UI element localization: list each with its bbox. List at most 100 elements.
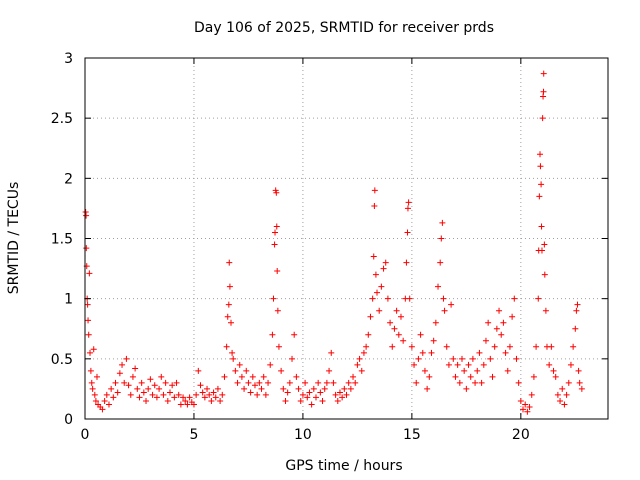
- data-point: [489, 373, 496, 380]
- data-point: [224, 313, 231, 320]
- data-point: [151, 382, 158, 389]
- data-point: [354, 361, 361, 368]
- data-point: [138, 379, 145, 386]
- data-point: [295, 385, 302, 392]
- data-point: [572, 325, 579, 332]
- data-point: [485, 319, 492, 326]
- data-point: [217, 397, 224, 404]
- data-point: [147, 376, 154, 383]
- data-point: [156, 385, 163, 392]
- data-point: [541, 241, 548, 248]
- data-point: [430, 337, 437, 344]
- data-point: [258, 385, 265, 392]
- data-point: [310, 385, 317, 392]
- data-point: [280, 385, 287, 392]
- data-point: [317, 389, 324, 396]
- x-tick-label: 20: [512, 427, 530, 443]
- data-point: [432, 319, 439, 326]
- data-point: [162, 379, 169, 386]
- data-point: [103, 391, 110, 398]
- data-point: [393, 307, 400, 314]
- data-point: [395, 331, 402, 338]
- data-point: [223, 343, 230, 350]
- data-point: [465, 361, 472, 368]
- data-point: [445, 361, 452, 368]
- data-point: [542, 307, 549, 314]
- data-point: [199, 389, 206, 396]
- data-point: [347, 385, 354, 392]
- data-point: [125, 382, 132, 389]
- y-tick-label: 3: [64, 51, 73, 67]
- data-point: [238, 373, 245, 380]
- data-point: [372, 271, 379, 278]
- data-point: [541, 271, 548, 278]
- data-point: [511, 295, 518, 302]
- data-point: [517, 397, 524, 404]
- data-point: [458, 355, 465, 362]
- data-point: [197, 382, 204, 389]
- data-point: [84, 301, 91, 308]
- data-point: [241, 385, 248, 392]
- data-point: [308, 401, 315, 408]
- data-point: [561, 401, 568, 408]
- data-point: [397, 313, 404, 320]
- data-point: [182, 397, 189, 404]
- data-point: [101, 397, 108, 404]
- data-point: [552, 373, 559, 380]
- data-point: [575, 367, 582, 374]
- data-point: [208, 397, 215, 404]
- data-point: [249, 373, 256, 380]
- data-point: [273, 189, 280, 196]
- data-point: [123, 355, 130, 362]
- data-point: [478, 379, 485, 386]
- data-point: [502, 349, 509, 356]
- data-point: [487, 355, 494, 362]
- data-point: [350, 373, 357, 380]
- data-point: [413, 379, 420, 386]
- data-point: [380, 265, 387, 272]
- data-point: [91, 391, 98, 398]
- data-point: [110, 394, 117, 401]
- data-point: [267, 361, 274, 368]
- data-point: [260, 373, 267, 380]
- data-point: [538, 223, 545, 230]
- data-point: [482, 337, 489, 344]
- data-point: [177, 401, 184, 408]
- data-point: [206, 391, 213, 398]
- data-point: [87, 367, 94, 374]
- data-point: [363, 343, 370, 350]
- data-point: [186, 394, 193, 401]
- data-point: [406, 295, 413, 302]
- data-point: [304, 394, 311, 401]
- data-point: [526, 403, 533, 410]
- x-tick-label: 15: [403, 427, 421, 443]
- x-axis-label: GPS time / hours: [285, 458, 402, 474]
- data-point: [92, 397, 99, 404]
- data-point: [204, 385, 211, 392]
- data-point: [256, 379, 263, 386]
- data-point: [326, 367, 333, 374]
- data-point: [171, 394, 178, 401]
- data-point: [452, 373, 459, 380]
- data-point: [247, 389, 254, 396]
- data-point: [376, 307, 383, 314]
- y-tick-label: 0: [64, 412, 73, 428]
- data-point: [243, 367, 250, 374]
- data-point: [557, 397, 564, 404]
- data-point: [90, 346, 97, 353]
- data-point: [403, 259, 410, 266]
- chart-title: Day 106 of 2025, SRMTID for receiver prd…: [194, 20, 494, 36]
- data-point: [480, 361, 487, 368]
- data-point: [391, 325, 398, 332]
- x-tick-label: 10: [294, 427, 312, 443]
- data-point: [312, 394, 319, 401]
- data-point: [234, 379, 241, 386]
- data-point: [166, 389, 173, 396]
- data-point: [306, 389, 313, 396]
- data-point: [533, 343, 540, 350]
- data-point: [540, 70, 547, 77]
- data-point: [93, 373, 100, 380]
- data-point: [319, 397, 326, 404]
- data-point: [236, 361, 243, 368]
- axis-ticks: [84, 57, 608, 420]
